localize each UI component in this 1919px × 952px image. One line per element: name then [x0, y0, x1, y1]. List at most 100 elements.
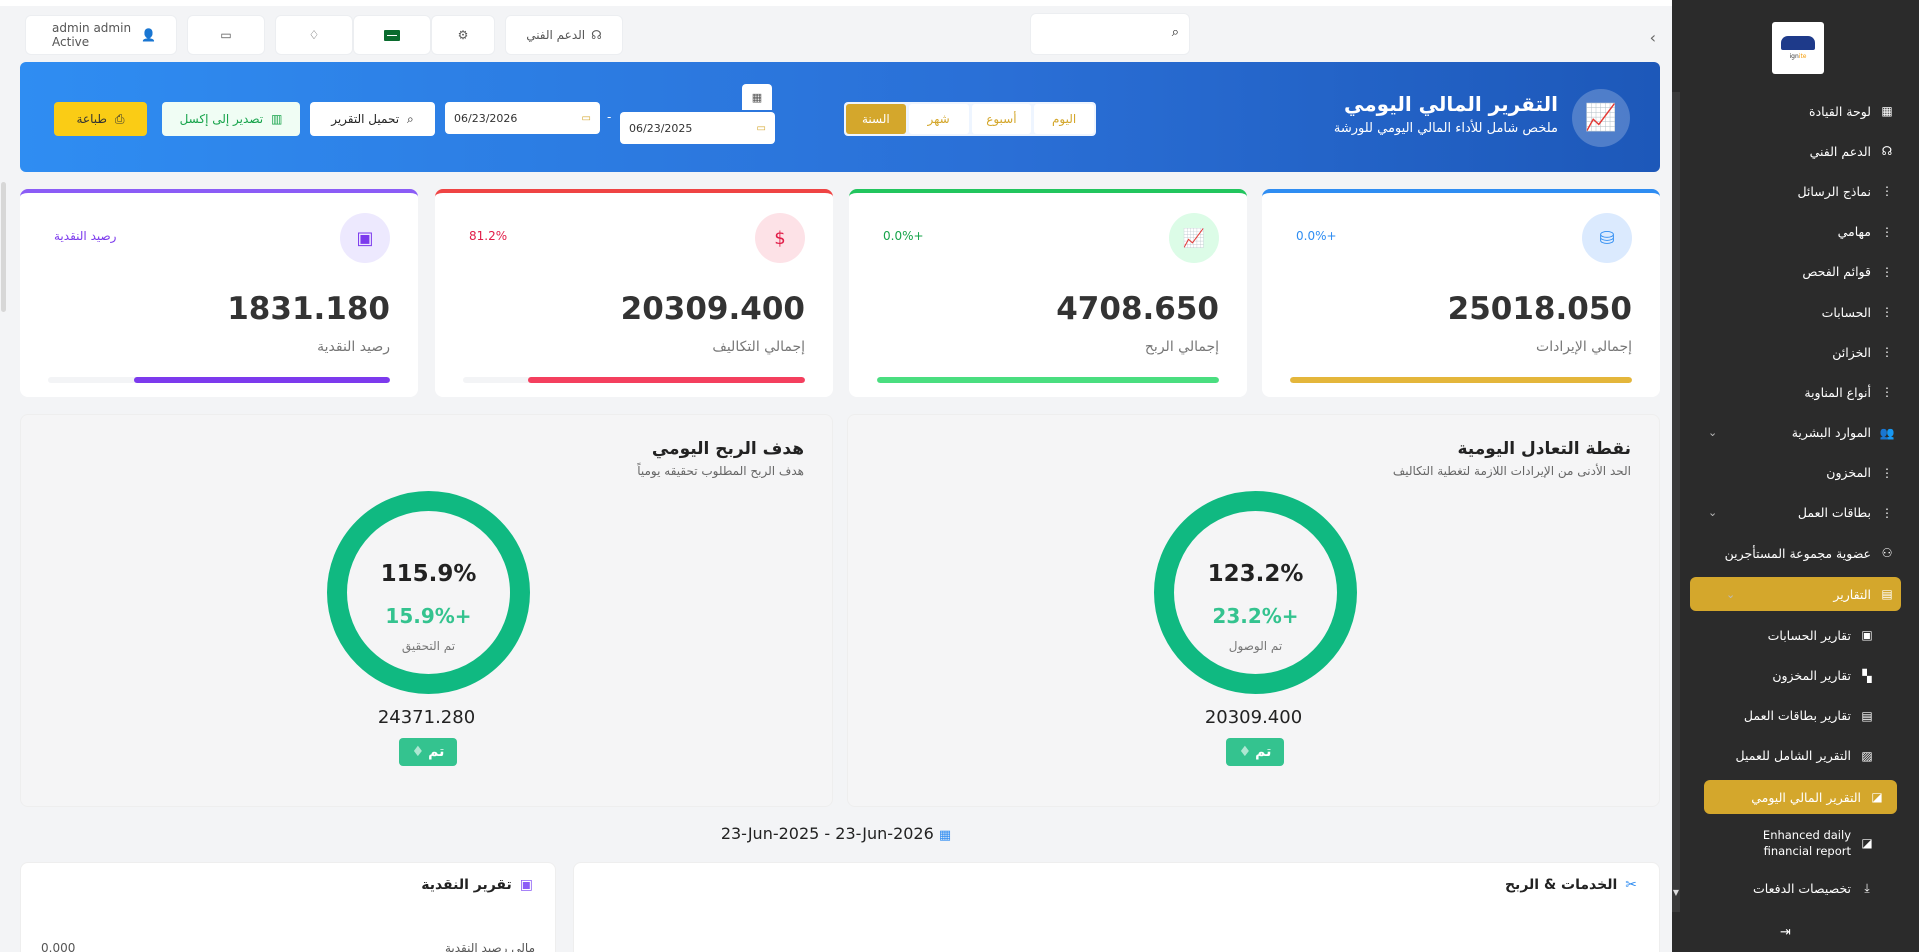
settings-button[interactable]: ⚙	[431, 15, 495, 55]
sidebar-item[interactable]: ◪ التقرير المالي اليومي	[1704, 780, 1897, 814]
sidebar-item[interactable]: ▤ التقارير ⌄	[1690, 577, 1901, 612]
app-logo[interactable]: ignite	[1772, 22, 1824, 74]
user-icon: 👤	[141, 28, 156, 42]
page-scrollbar[interactable]	[0, 62, 8, 952]
language-button[interactable]	[353, 15, 431, 55]
gauge-status-label: تم الوصول	[1228, 639, 1283, 653]
gauge-amount: 20309.400	[1204, 707, 1303, 728]
date-from-input[interactable]: 06/23/2025 ▭	[620, 112, 775, 144]
stat-progress-track	[463, 377, 805, 383]
sidebar-item[interactable]: ▦ لوحة القيادة	[1672, 91, 1919, 131]
car-logo-icon	[1781, 36, 1815, 50]
user-menu[interactable]: 👤 admin admin Active	[25, 15, 177, 55]
gauge-extra: 15.9%+	[385, 604, 472, 628]
stat-badge: رصيد النقدية	[54, 229, 117, 243]
print-button[interactable]: طباعة ⎙	[54, 102, 147, 136]
sidebar-item[interactable]: ☊ الدعم الفني	[1672, 131, 1919, 171]
stat-label: إجمالي الإيرادات	[1536, 339, 1632, 355]
search-input[interactable]	[1039, 14, 1159, 54]
date-to-input[interactable]: 06/23/2026 ▭	[445, 102, 600, 134]
scroll-down-icon[interactable]: ▼	[1672, 888, 1680, 897]
menu-item-icon: ▨	[1861, 748, 1873, 763]
messages-button[interactable]: ▭	[187, 15, 265, 55]
sidebar-item-label: بطاقات العمل	[1797, 505, 1871, 521]
gauge-status-label: تم التحقيق	[401, 639, 456, 653]
sidebar-item[interactable]: ⋮ المخزون	[1672, 453, 1919, 493]
sidebar-item-label: تقارير الحسابات	[1767, 627, 1851, 643]
status-badge-label: تم	[428, 744, 445, 760]
period-button[interactable]: السنة	[846, 104, 906, 134]
load-report-label: تحميل التقرير	[331, 112, 400, 126]
notifications-button[interactable]: ♢	[275, 15, 353, 55]
gauge-subtitle: الحد الأدنى من الإيرادات اللازمة لتغطية …	[1392, 464, 1631, 478]
sidebar-item[interactable]: ▣ تقارير الحسابات	[1672, 615, 1919, 655]
gauge-percent: 115.9%	[380, 561, 477, 587]
sidebar-menu: ▦ لوحة القيادة ☊ الدعم الفني ⋮ نماذج الرسائل ⋮…	[1672, 91, 1919, 908]
sidebar-item[interactable]: ⋮ أنواع المناوبة	[1672, 372, 1919, 412]
sidebar-item[interactable]: ⤓ تخصيصات الدفعات	[1672, 868, 1919, 908]
report-header: 📈 التقرير المالي اليومي ملخص شامل للأداء…	[20, 62, 1660, 172]
print-label: طباعة	[76, 112, 107, 126]
search-icon[interactable]: ⌕	[1171, 25, 1179, 40]
stat-progress-bar	[133, 377, 390, 383]
gauge-percent: 123.2%	[1207, 561, 1304, 587]
period-button[interactable]: اليوم	[1034, 104, 1094, 134]
status-badge-label: تم	[1255, 744, 1272, 760]
sidebar-item[interactable]: ◪ Enhanced daily financial report	[1672, 818, 1919, 868]
menu-item-icon: ⋮	[1881, 224, 1893, 239]
range-text: 23-Jun-2025 - 23-Jun-2026	[720, 824, 934, 843]
sidebar-item[interactable]: 👥 الموارد البشرية ⌄	[1672, 413, 1919, 453]
stat-badge: 0.0%+	[1296, 229, 1337, 243]
period-button[interactable]: شهر	[908, 104, 969, 134]
menu-item-icon: ☊	[1881, 144, 1893, 159]
services-card-title: ✂ الخدمات & الربح	[1505, 877, 1637, 893]
chevron-left-icon[interactable]: ‹	[1649, 28, 1656, 47]
sidebar-item-label: أنواع المناوبة	[1804, 384, 1871, 400]
user-info: admin admin Active	[52, 21, 131, 49]
sidebar-item[interactable]: ⋮ الخزائن	[1672, 332, 1919, 372]
sidebar-item[interactable]: ▚ تقارير المخزون	[1672, 655, 1919, 695]
menu-item-icon: ⋮	[1881, 385, 1893, 400]
logout-icon[interactable]: ⇥	[1780, 925, 1791, 940]
calendar-icon[interactable]: ▦	[742, 84, 772, 110]
menu-item-icon: ◪	[1871, 790, 1883, 804]
page-subtitle: ملخص شامل للأداء المالي اليومي للورشة	[1333, 121, 1558, 136]
menu-item-icon: ⤓	[1864, 880, 1870, 895]
sidebar-item[interactable]: ⚇ عضوية مجموعة المستأجرين	[1672, 533, 1919, 573]
menu-item-icon: ▤	[1881, 587, 1893, 602]
load-report-button[interactable]: تحميل التقرير ⌕	[310, 102, 435, 136]
topbar: ‹ ⌕ الدعم الفني ☊ ⚙ ♢ ▭ 👤 admin admin Ac…	[0, 0, 1672, 62]
cash-title: تقرير النقدية	[421, 877, 512, 893]
cash-report-card: ▣ تقرير النقدية 0.000 مالي رصيد النقدية	[20, 862, 556, 952]
sidebar-item[interactable]: ⋮ مهامي	[1672, 212, 1919, 252]
export-excel-label: تصدير إلى إكسل	[179, 112, 264, 126]
sidebar-item[interactable]: ▨ التقرير الشامل للعميل	[1672, 736, 1919, 776]
sidebar-item[interactable]: ⋮ بطاقات العمل ⌄	[1672, 493, 1919, 533]
cash-row: 0.000 مالي رصيد النقدية	[41, 941, 535, 952]
menu-item-icon: ⋮	[1881, 264, 1893, 279]
menu-item-icon: ◪	[1861, 836, 1873, 850]
stat-label: إجمالي التكاليف	[712, 339, 805, 355]
stat-value: 25018.050	[1447, 291, 1632, 327]
sidebar-item-label: الموارد البشرية	[1791, 425, 1871, 441]
stat-icon: ▣	[340, 213, 390, 263]
export-excel-button[interactable]: تصدير إلى إكسل ▥	[162, 102, 300, 136]
chevron-down-icon[interactable]: ⌄	[1708, 506, 1718, 520]
sidebar-item[interactable]: ⋮ قوائم الفحص	[1672, 252, 1919, 292]
sidebar-item[interactable]: ⋮ نماذج الرسائل	[1672, 171, 1919, 211]
sidebar-item[interactable]: ⋮ الحسابات	[1672, 292, 1919, 332]
chevron-down-icon[interactable]: ⌄	[1726, 587, 1736, 601]
period-button[interactable]: أسبوع	[971, 104, 1032, 134]
headset-icon: ☊	[591, 28, 602, 42]
sidebar-scrollbar[interactable]	[1672, 92, 1680, 912]
gauge-extra: 23.2%+	[1212, 604, 1299, 628]
period-selector: اليوم أسبوع شهر السنة	[844, 102, 1096, 136]
search-box: ⌕	[1030, 13, 1190, 55]
date-range-label: 23-Jun-2025 - 23-Jun-2026 ▦	[0, 824, 1672, 843]
chart-line-icon: 📈	[1572, 89, 1630, 147]
sidebar-item[interactable]: ▤ تقارير بطاقات العمل	[1672, 696, 1919, 736]
support-button[interactable]: الدعم الفني ☊	[505, 15, 623, 55]
chevron-down-icon[interactable]: ⌄	[1708, 426, 1718, 440]
menu-item-icon: ⋮	[1881, 345, 1893, 360]
menu-item-icon: ⚇	[1881, 546, 1893, 561]
